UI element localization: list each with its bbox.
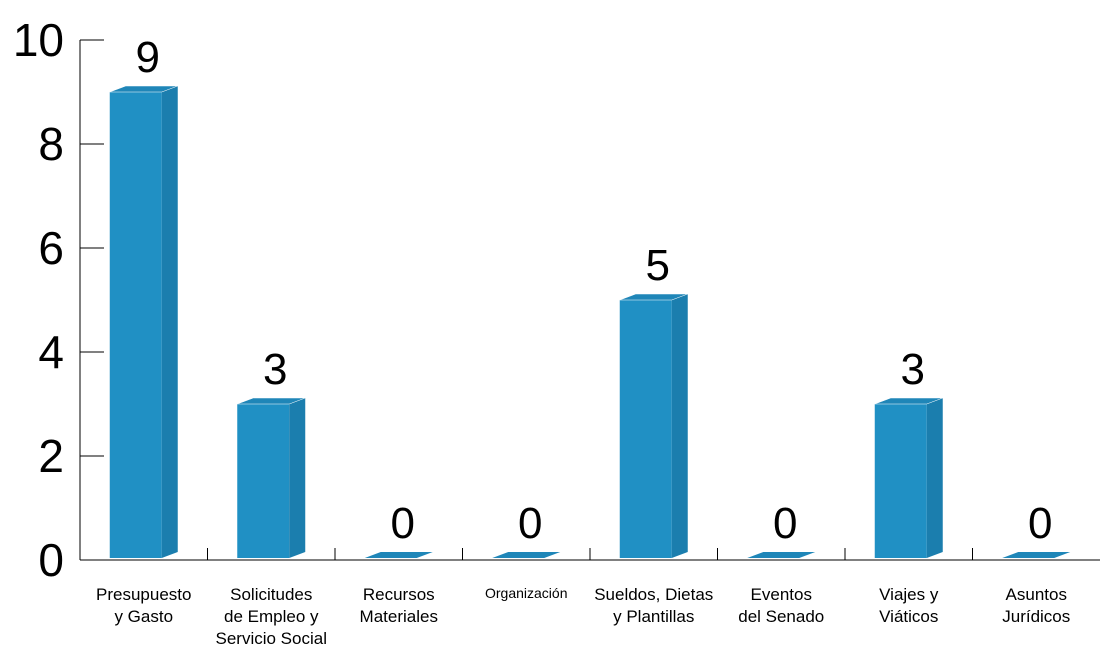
bar <box>874 397 943 558</box>
y-tick-label: 8 <box>38 118 64 170</box>
x-tick-label-line: y Plantillas <box>613 607 694 626</box>
bar-side <box>289 398 306 558</box>
bar-front <box>109 92 162 558</box>
x-tick-label-line: Presupuesto <box>96 585 191 604</box>
x-tick-label-line: Eventos <box>751 585 812 604</box>
bar-side <box>161 86 178 558</box>
x-tick-label: Organización <box>485 585 568 601</box>
axes: 0 2 4 6 8 10 <box>13 14 1100 586</box>
bar-side <box>671 294 688 558</box>
data-label: 0 <box>1028 499 1052 548</box>
x-tick-label: Asuntos Jurídicos <box>1002 585 1070 626</box>
x-tick-label: Recursos Materiales <box>360 585 438 626</box>
x-tick-label-line: Servicio Social <box>216 629 328 648</box>
x-tick-label: Eventos del Senado <box>738 585 824 626</box>
x-tick-label: Presupuesto y Gasto <box>96 585 191 626</box>
bar-top <box>619 293 688 301</box>
bar-top <box>237 397 306 405</box>
bars <box>109 85 1071 558</box>
bar-zero <box>492 552 561 558</box>
bar-top <box>874 397 943 405</box>
x-tick-label-line: Sueldos, Dietas <box>594 585 713 604</box>
bar-top <box>109 85 178 93</box>
bar <box>364 552 433 558</box>
x-tick-label-line: y Gasto <box>114 607 173 626</box>
data-label: 5 <box>646 241 670 290</box>
x-tick-label-line: Jurídicos <box>1002 607 1070 626</box>
data-label: 3 <box>901 345 925 394</box>
y-tick-label: 6 <box>38 222 64 274</box>
data-label: 0 <box>391 499 415 548</box>
data-label: 0 <box>518 499 542 548</box>
y-tick-label: 0 <box>38 534 64 586</box>
bar-zero <box>747 552 816 558</box>
bar <box>109 85 178 558</box>
x-tick-label-line: Recursos <box>363 585 435 604</box>
labels: 9 Presupuesto y Gasto 3 Solicitudes de Empleo… <box>96 33 1070 648</box>
bar-front <box>874 404 927 558</box>
data-label: 0 <box>773 499 797 548</box>
bar-side <box>926 398 943 558</box>
x-tick-label-line: Solicitudes <box>230 585 312 604</box>
bar <box>492 552 561 558</box>
bar <box>237 397 306 558</box>
y-tick-label: 10 <box>13 14 64 66</box>
data-label: 9 <box>136 33 160 82</box>
bar-front <box>619 300 672 558</box>
x-tick-label-line: Asuntos <box>1006 585 1067 604</box>
x-tick-label-line: Viajes y <box>879 585 939 604</box>
y-tick-label: 4 <box>38 326 64 378</box>
x-tick-label-line: del Senado <box>738 607 824 626</box>
bar <box>747 552 816 558</box>
x-tick-label-line: Viáticos <box>879 607 938 626</box>
x-tick-label-line: de Empleo y <box>224 607 319 626</box>
bar <box>1002 552 1071 558</box>
bar-front <box>237 404 290 558</box>
data-label: 3 <box>263 345 287 394</box>
x-tick-label: Solicitudes de Empleo y Servicio Social <box>216 585 328 648</box>
bar <box>619 293 688 558</box>
x-tick-label: Viajes y Viáticos <box>879 585 939 626</box>
x-tick-label: Sueldos, Dietas y Plantillas <box>594 585 713 626</box>
bar-zero <box>1002 552 1071 558</box>
x-tick-label-line: Organización <box>485 585 568 601</box>
bar-zero <box>364 552 433 558</box>
x-tick-label-line: Materiales <box>360 607 438 626</box>
y-tick-label: 2 <box>38 430 64 482</box>
